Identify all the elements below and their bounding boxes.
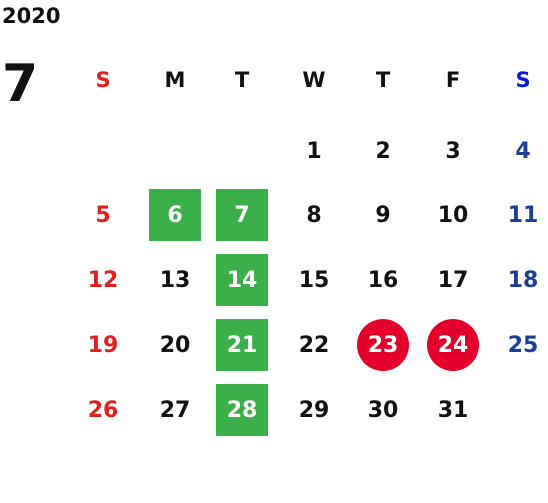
day: 31 bbox=[437, 397, 469, 423]
day: 16 bbox=[367, 267, 399, 293]
day: 24 bbox=[427, 319, 479, 371]
day: 23 bbox=[357, 319, 409, 371]
weekday-header: T bbox=[375, 68, 391, 92]
weekday-header: S bbox=[515, 68, 531, 92]
day: 4 bbox=[515, 138, 531, 164]
day: 7 bbox=[216, 189, 268, 241]
day: 5 bbox=[95, 202, 111, 228]
day: 22 bbox=[298, 332, 330, 358]
day: 18 bbox=[507, 267, 539, 293]
day: 19 bbox=[87, 332, 119, 358]
weekday-header: M bbox=[164, 68, 186, 92]
month: 7 bbox=[2, 54, 39, 114]
weekday-header: F bbox=[445, 68, 461, 92]
year: 2020 bbox=[2, 4, 61, 28]
day: 15 bbox=[298, 267, 330, 293]
weekday-header: T bbox=[234, 68, 250, 92]
day: 26 bbox=[87, 397, 119, 423]
weekday-header: S bbox=[95, 68, 111, 92]
day: 17 bbox=[437, 267, 469, 293]
day: 28 bbox=[216, 384, 268, 436]
day: 10 bbox=[437, 202, 469, 228]
day: 30 bbox=[367, 397, 399, 423]
day: 8 bbox=[306, 202, 322, 228]
day: 25 bbox=[507, 332, 539, 358]
day: 11 bbox=[507, 202, 539, 228]
day: 3 bbox=[445, 138, 461, 164]
day: 21 bbox=[216, 319, 268, 371]
day: 13 bbox=[159, 267, 191, 293]
day: 2 bbox=[375, 138, 391, 164]
day: 6 bbox=[149, 189, 201, 241]
day: 9 bbox=[375, 202, 391, 228]
day: 1 bbox=[306, 138, 322, 164]
day: 27 bbox=[159, 397, 191, 423]
weekday-header: W bbox=[302, 68, 326, 92]
day: 20 bbox=[159, 332, 191, 358]
day: 29 bbox=[298, 397, 330, 423]
day: 12 bbox=[87, 267, 119, 293]
day: 14 bbox=[216, 254, 268, 306]
